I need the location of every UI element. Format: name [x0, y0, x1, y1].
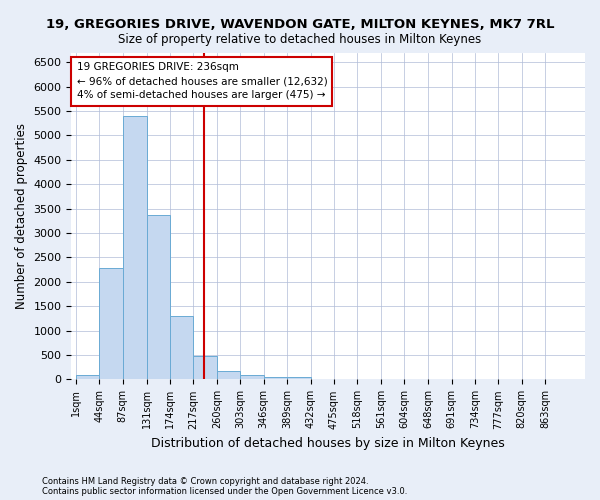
- Bar: [193, 356, 217, 380]
- Bar: [76, 374, 99, 380]
- Bar: [287, 377, 311, 380]
- X-axis label: Distribution of detached houses by size in Milton Keynes: Distribution of detached houses by size …: [151, 437, 505, 450]
- Bar: [99, 268, 122, 380]
- Text: 19 GREGORIES DRIVE: 236sqm
← 96% of detached houses are smaller (12,632)
4% of s: 19 GREGORIES DRIVE: 236sqm ← 96% of deta…: [77, 62, 327, 100]
- Bar: [146, 214, 170, 380]
- Bar: [240, 374, 263, 380]
- Text: Size of property relative to detached houses in Milton Keynes: Size of property relative to detached ho…: [118, 32, 482, 46]
- Text: 19, GREGORIES DRIVE, WAVENDON GATE, MILTON KEYNES, MK7 7RL: 19, GREGORIES DRIVE, WAVENDON GATE, MILT…: [46, 18, 554, 30]
- Y-axis label: Number of detached properties: Number of detached properties: [15, 123, 28, 309]
- Bar: [122, 116, 146, 380]
- Text: Contains public sector information licensed under the Open Government Licence v3: Contains public sector information licen…: [42, 487, 407, 496]
- Bar: [263, 377, 287, 380]
- Text: Contains HM Land Registry data © Crown copyright and database right 2024.: Contains HM Land Registry data © Crown c…: [42, 477, 368, 486]
- Bar: [170, 316, 193, 380]
- Bar: [217, 371, 240, 380]
